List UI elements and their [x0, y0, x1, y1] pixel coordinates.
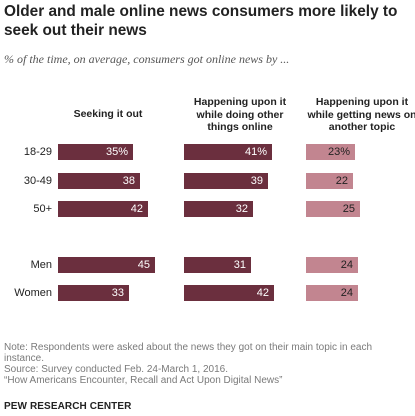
bar-value-label: 33 — [111, 287, 124, 299]
bar-value-label: 38 — [122, 175, 135, 187]
bar — [306, 285, 358, 301]
report-title-text: “How Americans Encounter, Recall and Act… — [4, 375, 283, 386]
bar — [58, 173, 140, 189]
column-header-happening-other-topic: Happening upon it while getting news on … — [307, 96, 415, 133]
bar-value-label: 42 — [256, 287, 269, 299]
bar — [306, 144, 355, 160]
bar — [184, 257, 251, 273]
bar-value-label: 24 — [340, 259, 353, 271]
bar — [58, 257, 155, 273]
bar — [184, 144, 272, 160]
row-label: 30-49 — [23, 175, 52, 187]
bar — [58, 201, 148, 217]
bar-value-label: 23% — [327, 146, 350, 158]
source-text: Source: Survey conducted Feb. 24-March 1… — [4, 364, 229, 375]
bar-value-label: 35% — [105, 146, 128, 158]
bar — [58, 144, 133, 160]
bar-value-label: 25 — [342, 203, 355, 215]
bar — [184, 285, 274, 301]
bar — [184, 173, 268, 189]
row-label: Women — [14, 287, 52, 299]
bar-value-label: 39 — [250, 175, 263, 187]
bar-value-label: 42 — [130, 203, 143, 215]
chart-subtitle: % of the time, on average, consumers got… — [4, 52, 290, 66]
bar-value-label: 24 — [340, 287, 353, 299]
bar-value-label: 22 — [335, 175, 348, 187]
chart-notes: Note: Respondents were asked about the n… — [4, 342, 412, 386]
bar — [184, 201, 253, 217]
bar-value-label: 41% — [244, 146, 267, 158]
row-label: Men — [30, 259, 52, 271]
column-header-happening-online: Happening upon it while doing other thin… — [193, 96, 287, 133]
row-label: 50+ — [33, 203, 52, 215]
bar — [58, 285, 129, 301]
bar — [306, 257, 358, 273]
note-text: Note: Respondents were asked about the n… — [4, 342, 373, 364]
bar-value-label: 45 — [137, 259, 150, 271]
row-label: 18-29 — [23, 146, 52, 158]
footer-brand: PEW RESEARCH CENTER — [4, 401, 132, 412]
bar-value-label: 32 — [235, 203, 248, 215]
column-header-seeking: Seeking it out — [73, 108, 143, 120]
bar — [306, 173, 353, 189]
bar — [306, 201, 360, 217]
bar-value-label: 31 — [233, 259, 246, 271]
chart-title: Older and male online news consumers mor… — [4, 3, 398, 39]
